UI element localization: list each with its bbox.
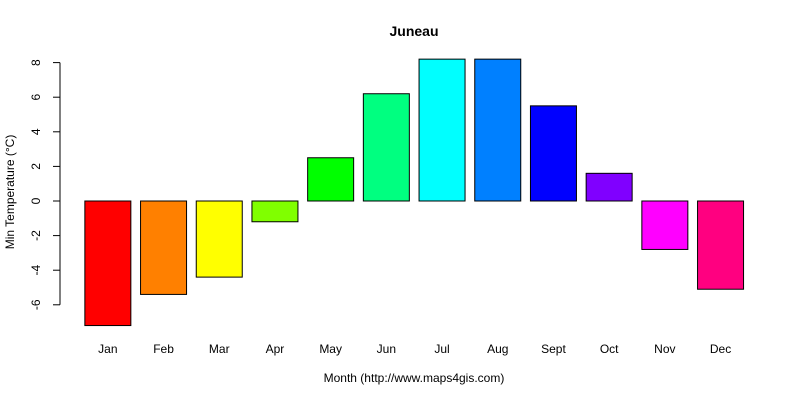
x-tick-label: Jul [434, 342, 449, 356]
y-tick-label: 8 [29, 59, 43, 66]
y-tick-label: 0 [29, 197, 43, 204]
bar-dec [697, 200, 745, 290]
x-tick-label: Sept [541, 342, 566, 356]
x-tick-label: Jun [377, 342, 396, 356]
x-tick-label: Nov [654, 342, 675, 356]
y-axis: -6 -4 -2 0 2 4 6 8 [29, 59, 61, 310]
y-tick-label: -2 [29, 230, 43, 241]
bar-sept [529, 105, 577, 202]
bar-jan [84, 200, 132, 327]
y-axis-label: Min Temperature (°C) [3, 135, 17, 250]
bars [84, 58, 745, 327]
bar-feb [140, 200, 188, 295]
y-tick-label: 4 [29, 128, 43, 135]
x-tick-label: Feb [153, 342, 174, 356]
x-tick-label: May [319, 342, 342, 356]
bar-mar [195, 200, 243, 278]
bar-nov [641, 200, 689, 250]
bar-jun [362, 93, 410, 202]
y-tick-label: -6 [29, 299, 43, 310]
x-tick-label: Jan [98, 342, 117, 356]
x-tick-label: Oct [600, 342, 619, 356]
x-axis-label: Month (http://www.maps4gis.com) [324, 371, 505, 385]
x-tick-label: Mar [209, 342, 230, 356]
y-tick-label: 2 [29, 163, 43, 170]
x-axis-labels: Jan Feb Mar Apr May Jun Jul Aug Sept Oct Nov Dec [98, 342, 731, 356]
bar-oct [585, 172, 633, 202]
bar-aug [474, 58, 522, 202]
x-tick-label: Aug [487, 342, 508, 356]
y-tick-label: 6 [29, 94, 43, 101]
y-tick-label: -4 [29, 265, 43, 276]
x-tick-label: Apr [266, 342, 285, 356]
bar-may [307, 157, 355, 202]
x-tick-label: Dec [710, 342, 731, 356]
bar-apr [251, 200, 299, 223]
chart-title: Juneau [389, 23, 438, 39]
bar-jul [418, 58, 466, 202]
